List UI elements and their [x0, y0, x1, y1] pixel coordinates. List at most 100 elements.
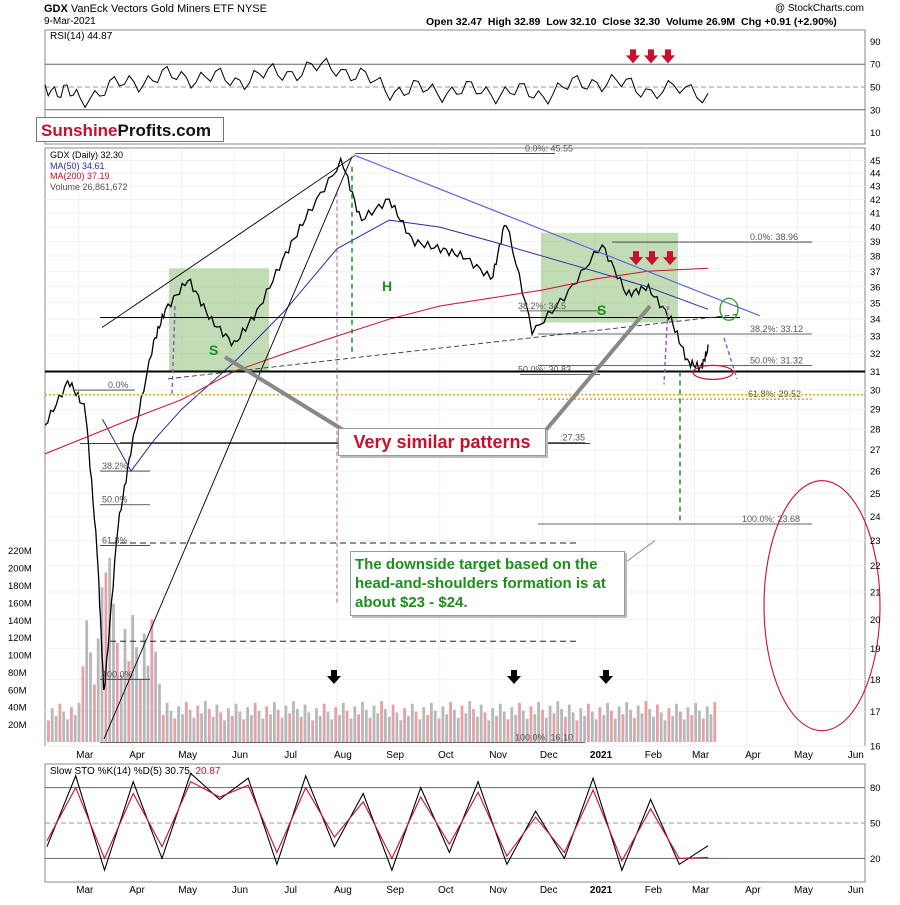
volume-bar [66, 719, 69, 742]
volume-bar [284, 705, 288, 742]
volume-bar [81, 666, 85, 742]
volume-bar [334, 707, 338, 742]
rsi-tick-label: 10 [870, 128, 881, 139]
rising-trendline [101, 155, 356, 328]
right-shoulder-label: S [597, 302, 607, 318]
x-tick-label-price: Feb [645, 750, 663, 761]
volume-bar [548, 705, 552, 742]
volume-bar [303, 704, 307, 742]
volume-bar [357, 714, 360, 742]
volume-bar [533, 714, 537, 742]
copyright: @ StockCharts.com [774, 3, 864, 14]
volume-bar [418, 719, 422, 742]
price-tick-label: 37 [870, 267, 881, 278]
volume-bar [587, 703, 590, 742]
volume-bar [709, 714, 713, 742]
quote-open: Open 32.47 [426, 16, 483, 28]
volume-bar [250, 715, 253, 742]
volume-down-arrow [327, 670, 341, 684]
volume-bar [322, 703, 326, 742]
price-tick-label: 17 [870, 707, 881, 718]
volume-bar [341, 702, 345, 742]
callout-arrow-left [223, 355, 347, 433]
volume-bar [196, 705, 200, 742]
volume-bar [502, 711, 506, 742]
left-shoulder-label: S [209, 342, 219, 358]
volume-down-arrow [507, 670, 521, 684]
volume-bar [583, 715, 586, 742]
right-shoulder-box [541, 232, 678, 323]
price-down-arrow [645, 251, 659, 266]
volume-bar [391, 704, 395, 742]
volume-bar [541, 709, 544, 742]
volume-bar [629, 709, 632, 742]
fibonacci-level-label: 100.0% [102, 669, 133, 679]
support-circle [692, 364, 734, 380]
volume-bar [633, 717, 636, 742]
volume-bar [349, 718, 353, 742]
volume-tick-label: 100M [8, 651, 32, 662]
volume-bar [487, 720, 491, 742]
volume-bar [131, 615, 135, 742]
volume-bar [663, 720, 667, 742]
sto-legend-d: 20.87 [195, 766, 221, 777]
volume-bar [181, 714, 184, 742]
volume-bar [636, 705, 640, 742]
volume-bar [165, 702, 169, 742]
volume-bar [253, 702, 257, 742]
x-tick-label-price: Nov [489, 750, 507, 761]
volume-bar [169, 710, 173, 742]
volume-bar [269, 714, 272, 742]
sto-d-line [46, 780, 709, 863]
volume-bar [119, 675, 123, 742]
volume-bar [571, 712, 575, 742]
x-tick-label-sto: Apr [129, 885, 145, 896]
price-down-arrow [663, 251, 677, 266]
price-tick-label: 35 [870, 298, 881, 309]
volume-bar [410, 703, 414, 742]
volume-bar [146, 665, 150, 742]
volume-tick-label: 120M [8, 633, 32, 644]
volume-bar [242, 719, 246, 742]
volume-bar [158, 683, 161, 742]
volume-bar [468, 701, 472, 742]
x-tick-label-price: Mar [692, 750, 710, 761]
x-tick-label-price: Sep [386, 750, 404, 761]
volume-bar [399, 720, 403, 742]
x-tick-label-price: Aug [334, 750, 352, 761]
volume-bar [211, 716, 215, 742]
volume-bar [184, 702, 188, 742]
volume-bar [537, 702, 540, 742]
volume-bar [713, 702, 717, 742]
volume-bar [330, 719, 334, 742]
security-name: VanEck Vectors Gold Miners ETF [70, 3, 234, 15]
volume-bar [273, 702, 276, 742]
price-tick-label: 29 [870, 405, 881, 416]
volume-bar [430, 702, 433, 742]
stochastic-legend: Slow STO %K(14) %D(5) 30.75, 20.87 [50, 766, 220, 777]
header-quote: Open 32.47 High 32.89 Low 32.10 Close 32… [426, 16, 837, 28]
volume-bar [701, 718, 705, 742]
fibonacci-level-label: 50.0%: 30.83 [518, 365, 571, 375]
x-tick-label-sto: Oct [438, 885, 454, 896]
volume-bar [456, 717, 460, 742]
x-tick-label-sto: May [794, 885, 813, 896]
price-tick-label: 30 [870, 386, 881, 397]
price-tick-label: 18 [870, 675, 881, 686]
rsi-down-arrow [626, 49, 640, 64]
volume-bar [230, 715, 234, 742]
volume-bar [85, 620, 89, 742]
x-tick-label-price: Mar [76, 750, 94, 761]
callout-arrow-right [543, 304, 652, 433]
volume-bar [433, 710, 437, 742]
price-tick-label: 33 [870, 332, 881, 343]
volume-tick-label: 180M [8, 581, 32, 592]
volume-bar [299, 716, 303, 742]
volume-bar [154, 651, 157, 742]
target-oval [763, 480, 881, 732]
volume-bar [606, 702, 609, 742]
volume-bar [200, 713, 203, 742]
ma200-line [44, 267, 709, 455]
volume-bar [690, 715, 694, 742]
